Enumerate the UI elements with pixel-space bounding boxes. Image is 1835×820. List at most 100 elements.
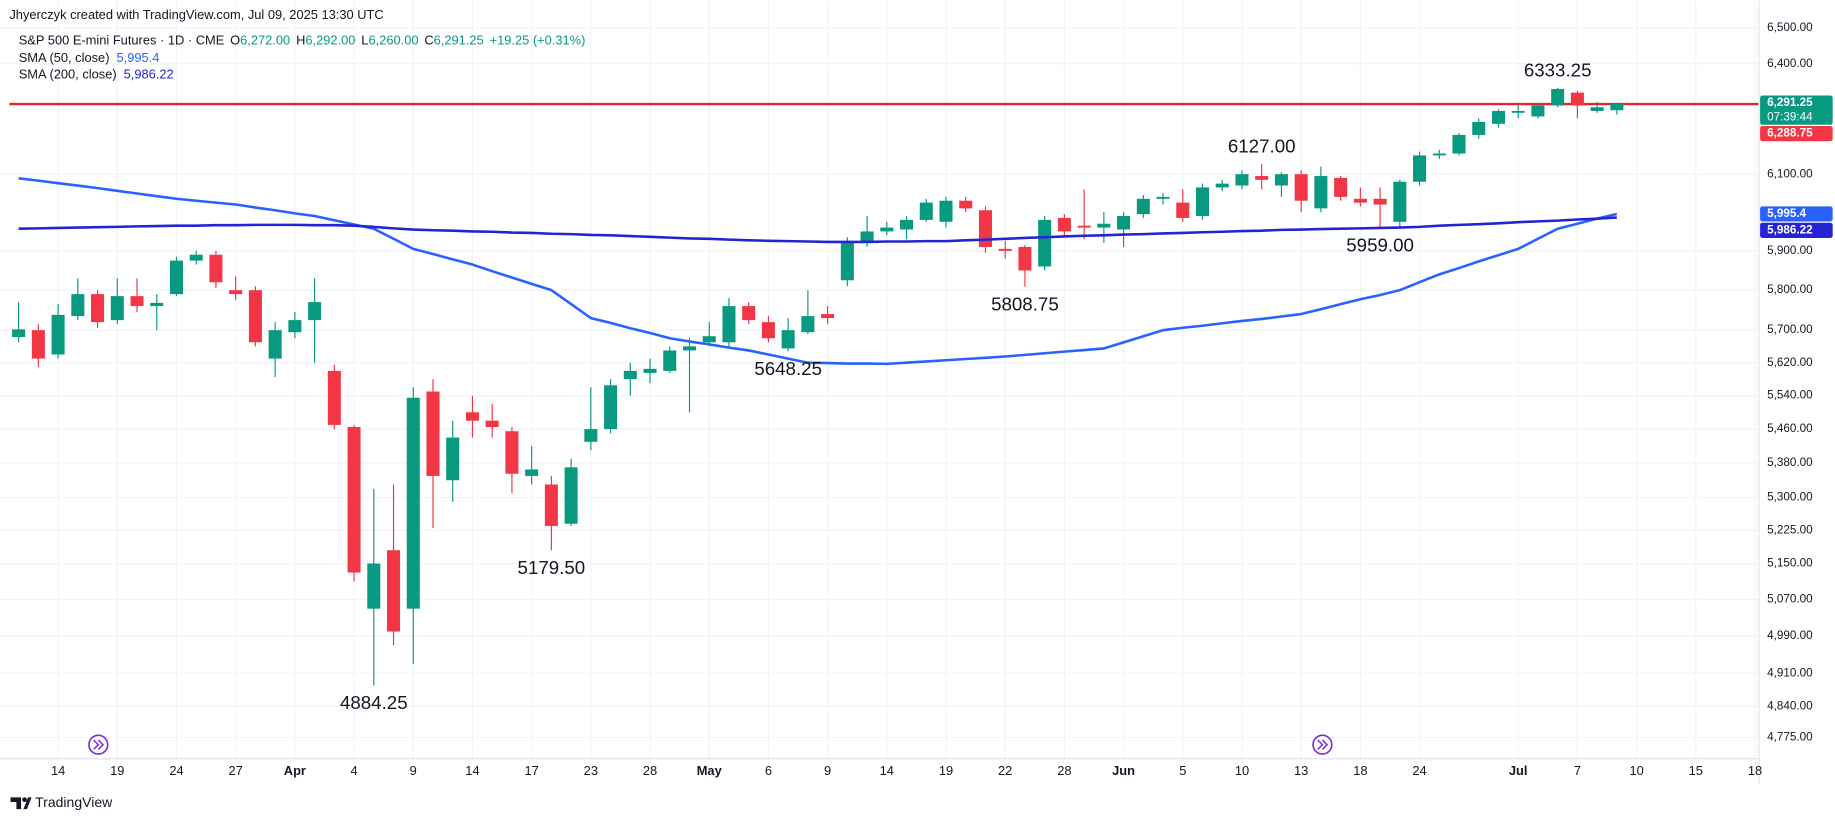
y-tick-label: 5,800.00 <box>1767 283 1813 296</box>
candle-body <box>1136 198 1150 215</box>
candle-body <box>702 336 716 343</box>
x-tick-label: 18 <box>1353 763 1367 778</box>
price-label: 6,288.75 <box>1767 127 1813 140</box>
ohlc-key: O <box>230 33 240 48</box>
price-annotation: 5648.25 <box>754 358 822 379</box>
y-tick-label: 5,620.00 <box>1767 356 1813 369</box>
candle-body <box>505 431 519 474</box>
price-annotation: 5179.50 <box>518 557 586 578</box>
x-tick-label: 19 <box>110 763 124 778</box>
candle-body <box>1334 177 1348 197</box>
candle-body <box>564 467 578 524</box>
y-tick-label: 5,380.00 <box>1767 456 1813 469</box>
axes: 6,500.00 6,400.00 6,100.00 5,900.00 5,800.00… <box>51 21 1833 778</box>
x-tick-label: 18 <box>1748 763 1762 778</box>
candle-body <box>308 302 322 321</box>
candle-body <box>781 330 795 349</box>
y-tick-label: 4,910.00 <box>1767 666 1813 679</box>
candle-body <box>1255 176 1269 180</box>
x-tick-label: Jul <box>1509 763 1528 778</box>
study-value: 5,986.22 <box>124 67 174 82</box>
candle-body <box>1038 219 1052 267</box>
event-icon[interactable] <box>1312 734 1333 755</box>
ohlc-value: 6,260.00 <box>368 33 418 48</box>
price-annotation: 6333.25 <box>1524 59 1592 80</box>
y-tick-label: 5,070.00 <box>1767 593 1813 606</box>
x-tick-label: 15 <box>1689 763 1703 778</box>
candle-body <box>821 314 835 319</box>
candle-body <box>150 302 164 307</box>
candle-body <box>1353 198 1367 203</box>
candle-body <box>978 210 992 247</box>
candle-body <box>722 306 736 343</box>
candle-body <box>446 437 460 481</box>
candle-body <box>840 243 854 281</box>
candle-body <box>1413 155 1427 182</box>
candle-body <box>1531 105 1545 117</box>
ohlc-value: 6,272.00 <box>240 33 290 48</box>
price-annotation: 5959.00 <box>1346 235 1414 256</box>
candle-body <box>1097 223 1111 228</box>
ohlc-key: C <box>424 33 433 48</box>
y-tick-label: 4,840.00 <box>1767 699 1813 712</box>
candle-body <box>1314 176 1328 209</box>
candle-body <box>1432 153 1446 156</box>
candle-body <box>900 219 914 230</box>
candle-body <box>1215 183 1229 188</box>
candle-body <box>248 290 262 343</box>
price-label: 5,986.22 <box>1767 223 1813 236</box>
x-tick-label: 28 <box>643 763 657 778</box>
y-tick-label: 5,700.00 <box>1767 323 1813 336</box>
price-annotation: 5808.75 <box>991 293 1059 314</box>
x-tick-label: 23 <box>584 763 598 778</box>
price-label-box <box>1760 95 1833 125</box>
x-tick-label: 10 <box>1629 763 1643 778</box>
candle-body <box>1077 225 1091 228</box>
candle-body <box>1176 202 1190 218</box>
candle-body <box>801 316 815 333</box>
plot: 6333.25 6127.00 5959.00 5808.75 5648.25 5179.… <box>9 59 1759 713</box>
candle-body <box>1018 246 1032 271</box>
candle-body <box>643 368 657 373</box>
brand-name: TradingView <box>35 794 113 810</box>
price-label-box <box>1760 125 1833 142</box>
candle-body <box>959 200 973 209</box>
candle-body <box>761 322 775 339</box>
price-annotation: 4884.25 <box>340 692 408 713</box>
y-tick-label: 6,100.00 <box>1767 167 1813 180</box>
candle-body <box>268 330 282 359</box>
study-value: 5,995.4 <box>117 50 160 65</box>
candle-body <box>1274 174 1288 186</box>
price-label-countdown: 07:39:44 <box>1767 110 1813 123</box>
study-legend: SMA (50, close) 5,995.4 <box>19 50 160 65</box>
candle-body <box>544 484 558 526</box>
price-label: 6,291.25 <box>1767 96 1813 109</box>
candle-body <box>998 248 1012 251</box>
candle-body <box>387 550 401 632</box>
candle-body <box>485 420 499 428</box>
change-value: +19.25 (+0.31%) <box>490 33 586 48</box>
candle-body <box>1195 187 1210 217</box>
price-label-box <box>1760 206 1833 222</box>
candle-body <box>604 385 618 430</box>
candle-body <box>1117 216 1131 230</box>
x-tick-label: 17 <box>524 763 538 778</box>
x-tick-label: 14 <box>465 763 479 778</box>
event-icon[interactable] <box>88 734 109 755</box>
y-tick-label: 5,300.00 <box>1767 491 1813 504</box>
candle-body <box>525 469 539 476</box>
candle-body <box>1610 103 1624 111</box>
candle-body <box>110 296 124 321</box>
x-tick-label: 14 <box>880 763 894 778</box>
study-legend: SMA (200, close) 5,986.22 <box>19 67 174 82</box>
candle-body <box>1235 174 1249 186</box>
candle-body <box>1472 121 1486 135</box>
x-tick-label: 28 <box>1057 763 1071 778</box>
candle-body <box>51 314 65 355</box>
candle-body <box>1511 110 1525 113</box>
study-name: SMA (50, close) <box>19 50 110 65</box>
y-tick-label: 4,775.00 <box>1767 731 1813 744</box>
study-name: SMA (200, close) <box>19 67 117 82</box>
x-tick-label: 6 <box>765 763 772 778</box>
